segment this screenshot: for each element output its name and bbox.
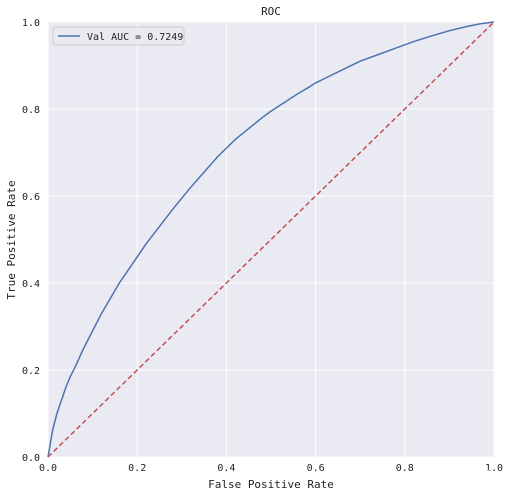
x-tick-labels: 0.0 0.2 0.4 0.6 0.8 1.0 [39,463,503,474]
x-tick-label: 1.0 [485,463,503,474]
y-tick-label: 0.0 [22,453,40,464]
x-tick-label: 0.0 [39,463,57,474]
x-tick-label: 0.8 [396,463,414,474]
x-tick-label: 0.4 [217,463,235,474]
grid [47,21,495,458]
y-tick-label: 1.0 [22,18,40,29]
y-tick-labels: 0.0 0.2 0.4 0.6 0.8 1.0 [22,18,40,464]
series-lines [47,21,495,458]
watermark: CSDN @CHRN晨 [355,469,492,489]
y-tick-label: 0.6 [22,192,40,203]
y-tick-label: 0.2 [22,366,40,377]
legend: Val AUC = 0.7249 [52,26,185,46]
x-tick-label: 0.2 [128,463,146,474]
plot-area [48,22,494,457]
legend-label: Val AUC = 0.7249 [87,32,183,43]
y-tick-label: 0.4 [22,279,40,290]
x-tick-label: 0.6 [307,463,325,474]
x-axis-label: False Positive Rate [208,478,334,491]
roc-curve-line [47,21,495,458]
y-tick-label: 0.8 [22,105,40,116]
y-axis-label: True Positive Rate [5,180,18,299]
chart-title: ROC [261,5,281,18]
legend-box [52,26,185,46]
